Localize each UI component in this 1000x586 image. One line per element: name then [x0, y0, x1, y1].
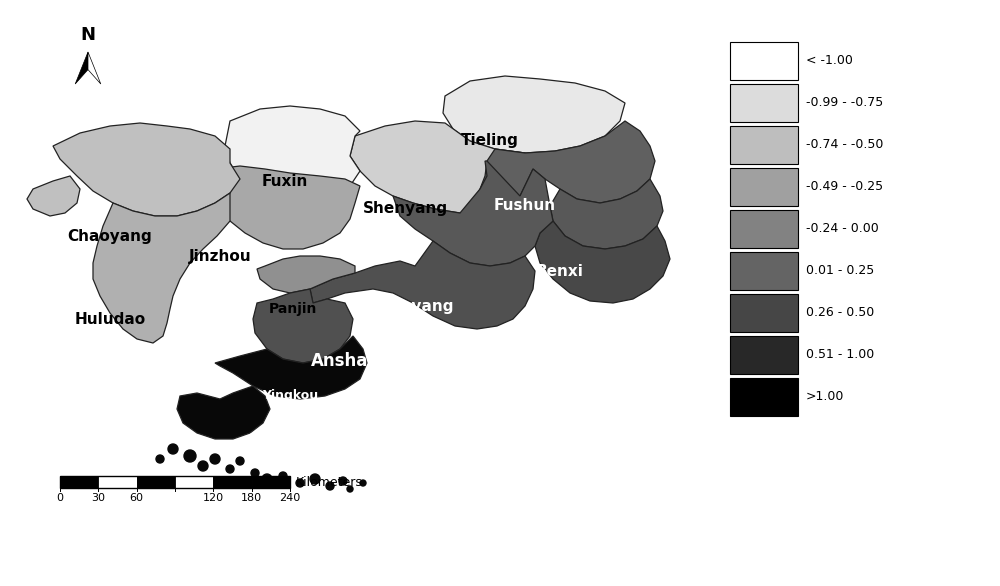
Text: Benxi: Benxi — [536, 264, 584, 278]
Text: < -1.00: < -1.00 — [806, 54, 853, 67]
Polygon shape — [350, 121, 535, 213]
Bar — [730, 378, 798, 416]
Text: 120: 120 — [203, 493, 224, 503]
Text: -0.24 - 0.00: -0.24 - 0.00 — [806, 223, 879, 236]
Circle shape — [310, 474, 320, 484]
Circle shape — [347, 486, 353, 492]
Circle shape — [210, 454, 220, 464]
Text: Shenyang: Shenyang — [362, 202, 448, 216]
Bar — [213, 476, 252, 488]
Bar — [137, 476, 175, 488]
Text: 60: 60 — [130, 493, 144, 503]
Bar — [252, 476, 290, 488]
Bar — [730, 252, 798, 290]
Circle shape — [236, 457, 244, 465]
Bar — [730, 126, 798, 164]
Text: 240: 240 — [279, 493, 301, 503]
Text: Dandong: Dandong — [463, 332, 547, 350]
Polygon shape — [535, 221, 670, 303]
Circle shape — [262, 474, 272, 484]
Text: -0.99 - -0.75: -0.99 - -0.75 — [806, 97, 883, 110]
Circle shape — [184, 450, 196, 462]
Bar — [175, 476, 213, 488]
Text: N: N — [80, 26, 96, 44]
Bar — [730, 336, 798, 374]
Circle shape — [339, 477, 347, 485]
Text: 180: 180 — [241, 493, 262, 503]
Polygon shape — [27, 176, 80, 216]
Circle shape — [168, 444, 178, 454]
Text: -0.74 - -0.50: -0.74 - -0.50 — [806, 138, 883, 152]
Polygon shape — [177, 386, 270, 439]
Text: -0.49 - -0.25: -0.49 - -0.25 — [806, 180, 883, 193]
Text: Panjin: Panjin — [269, 302, 317, 316]
Circle shape — [251, 469, 259, 477]
Text: Dalian: Dalian — [248, 432, 312, 450]
Text: Anshan: Anshan — [310, 352, 380, 370]
Text: Yingkou: Yingkou — [262, 390, 318, 403]
Polygon shape — [167, 166, 360, 249]
Text: >1.00: >1.00 — [806, 390, 844, 404]
Text: Chaoyang: Chaoyang — [68, 229, 152, 244]
Polygon shape — [475, 121, 655, 211]
Text: 0.26 - 0.50: 0.26 - 0.50 — [806, 306, 874, 319]
Bar — [730, 84, 798, 122]
Text: Huludao: Huludao — [74, 312, 146, 326]
Bar — [730, 168, 798, 206]
Circle shape — [226, 465, 234, 473]
Polygon shape — [53, 123, 240, 216]
Polygon shape — [75, 52, 88, 84]
Bar — [730, 42, 798, 80]
Text: Kilometers: Kilometers — [296, 475, 363, 489]
Circle shape — [198, 461, 208, 471]
Circle shape — [296, 479, 304, 487]
Bar — [98, 476, 137, 488]
Circle shape — [156, 455, 164, 463]
Polygon shape — [443, 76, 625, 153]
Circle shape — [326, 482, 334, 490]
Bar — [730, 294, 798, 332]
Polygon shape — [393, 161, 553, 266]
Text: Liaoyang: Liaoyang — [376, 298, 454, 314]
Polygon shape — [257, 256, 355, 293]
Text: Jinzhou: Jinzhou — [189, 248, 251, 264]
Text: 0: 0 — [56, 493, 64, 503]
Bar — [730, 210, 798, 248]
Bar — [60, 476, 290, 488]
Text: 30: 30 — [91, 493, 105, 503]
Polygon shape — [215, 336, 367, 399]
Bar — [60, 476, 98, 488]
Polygon shape — [253, 289, 353, 363]
Text: 0.01 - 0.25: 0.01 - 0.25 — [806, 264, 874, 278]
Text: Tieling: Tieling — [461, 134, 519, 148]
Polygon shape — [88, 52, 101, 84]
Text: 0.51 - 1.00: 0.51 - 1.00 — [806, 349, 874, 362]
Polygon shape — [550, 179, 663, 249]
Text: Fuxin: Fuxin — [262, 173, 308, 189]
Polygon shape — [310, 241, 535, 329]
Text: Fushun: Fushun — [494, 199, 556, 213]
Circle shape — [360, 480, 366, 486]
Polygon shape — [93, 193, 230, 343]
Polygon shape — [225, 106, 360, 206]
Circle shape — [279, 472, 287, 480]
